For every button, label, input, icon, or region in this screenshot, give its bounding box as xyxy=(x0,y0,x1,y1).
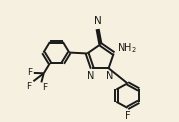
Text: F: F xyxy=(42,83,47,92)
Text: F: F xyxy=(27,68,32,77)
Text: N: N xyxy=(106,71,113,81)
Text: N: N xyxy=(94,16,101,26)
Text: F: F xyxy=(26,82,31,91)
Text: N: N xyxy=(87,71,95,81)
Text: NH$_2$: NH$_2$ xyxy=(117,41,137,55)
Text: F: F xyxy=(125,111,130,121)
